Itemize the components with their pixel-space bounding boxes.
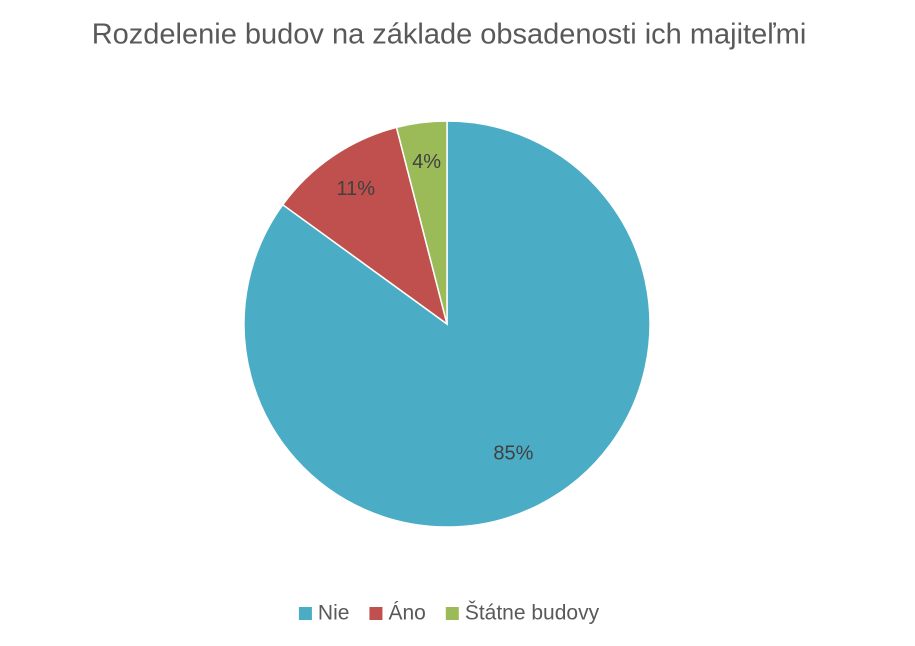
legend-label: Áno [388,602,425,625]
data-label: 11% [336,178,375,200]
legend-label: Štátne budovy [465,602,600,625]
legend-swatch [298,607,312,620]
legend-label: Nie [318,602,350,625]
data-label: 4% [412,151,441,173]
pie-slice [281,126,449,326]
legend-swatch [369,607,383,620]
data-label: 85% [493,443,533,465]
pie-slice [395,120,448,325]
chart-title: Rozdelenie budov na základe obsadenosti … [92,19,807,51]
legend-swatch [445,607,459,620]
